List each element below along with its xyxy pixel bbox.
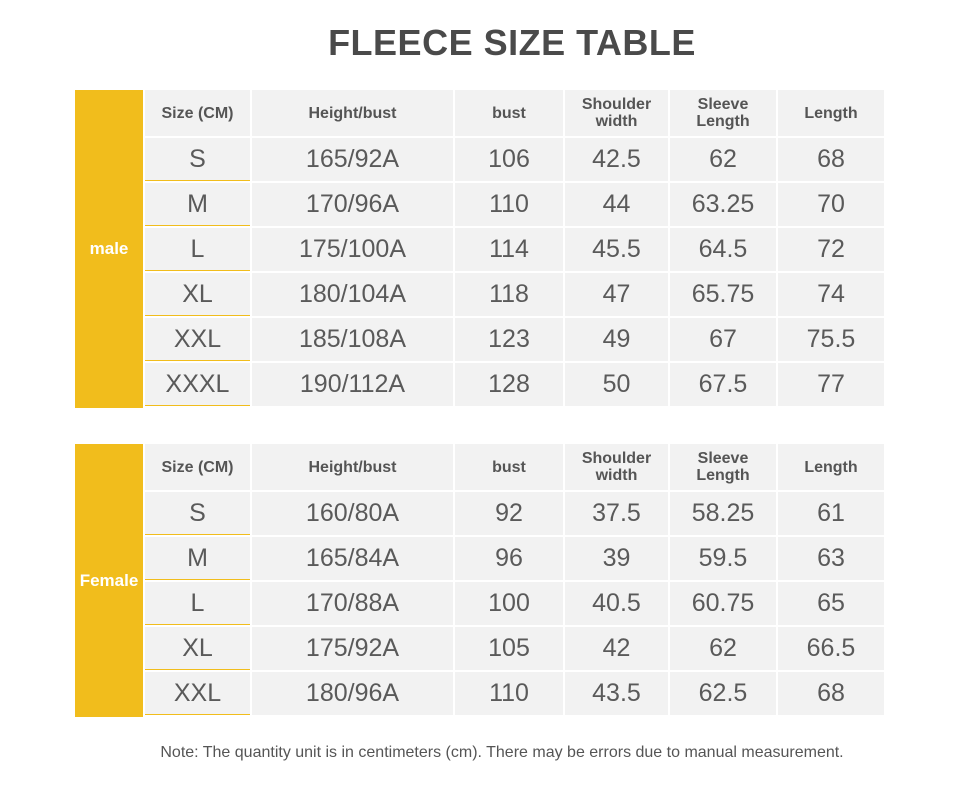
- data-cell: 67.5: [670, 363, 776, 406]
- data-cell: 72: [778, 228, 884, 271]
- header-cell: Height/bust: [252, 90, 453, 136]
- data-cell: 39: [565, 537, 668, 580]
- section-label: Female: [75, 444, 143, 717]
- data-cell: 77: [778, 363, 884, 406]
- header-cell: Size (CM): [145, 444, 250, 490]
- data-cell: 74: [778, 273, 884, 316]
- data-cell: 62: [670, 627, 776, 670]
- data-cell: 110: [455, 183, 563, 226]
- data-cell: 42: [565, 627, 668, 670]
- data-cell: 180/96A: [252, 672, 453, 715]
- data-cell: 175/92A: [252, 627, 453, 670]
- data-cell: 185/108A: [252, 318, 453, 361]
- title: FLEECE SIZE TABLE: [328, 22, 696, 63]
- data-cell: 64.5: [670, 228, 776, 271]
- data-cell: 160/80A: [252, 492, 453, 535]
- data-cell: 105: [455, 627, 563, 670]
- data-cell: 43.5: [565, 672, 668, 715]
- data-cell: 123: [455, 318, 563, 361]
- data-cell: 114: [455, 228, 563, 271]
- data-cell: 118: [455, 273, 563, 316]
- data-cell: 62: [670, 138, 776, 181]
- data-cell: 60.75: [670, 582, 776, 625]
- data-cell: 66.5: [778, 627, 884, 670]
- data-cell: 65.75: [670, 273, 776, 316]
- data-cell: 65: [778, 582, 884, 625]
- data-cell: 40.5: [565, 582, 668, 625]
- header-cell: Sleeve Length: [670, 444, 776, 490]
- data-cell: 59.5: [670, 537, 776, 580]
- data-cell: 67: [670, 318, 776, 361]
- data-cell: 165/84A: [252, 537, 453, 580]
- data-cell: 61: [778, 492, 884, 535]
- note: Note: The quantity unit is in centimeter…: [160, 744, 844, 761]
- size-cell: S: [145, 138, 250, 181]
- data-cell: 49: [565, 318, 668, 361]
- data-cell: 37.5: [565, 492, 668, 535]
- data-cell: 44: [565, 183, 668, 226]
- data-cell: 45.5: [565, 228, 668, 271]
- data-cell: 100: [455, 582, 563, 625]
- header-cell: Shoulder width: [565, 90, 668, 136]
- header-cell: Length: [778, 90, 884, 136]
- header-cell: Length: [778, 444, 884, 490]
- data-cell: 175/100A: [252, 228, 453, 271]
- data-cell: 50: [565, 363, 668, 406]
- data-cell: 170/88A: [252, 582, 453, 625]
- data-cell: 42.5: [565, 138, 668, 181]
- data-cell: 96: [455, 537, 563, 580]
- header-cell: Height/bust: [252, 444, 453, 490]
- header-cell: bust: [455, 90, 563, 136]
- size-cell: XL: [145, 273, 250, 316]
- header-cell: bust: [455, 444, 563, 490]
- data-cell: 58.25: [670, 492, 776, 535]
- size-cell: XXL: [145, 318, 250, 361]
- size-cell: XXL: [145, 672, 250, 715]
- data-cell: 68: [778, 672, 884, 715]
- size-cell: XL: [145, 627, 250, 670]
- data-cell: 165/92A: [252, 138, 453, 181]
- data-cell: 170/96A: [252, 183, 453, 226]
- size-cell: XXXL: [145, 363, 250, 406]
- data-cell: 47: [565, 273, 668, 316]
- size-cell: M: [145, 183, 250, 226]
- header-cell: Shoulder width: [565, 444, 668, 490]
- data-cell: 180/104A: [252, 273, 453, 316]
- data-cell: 190/112A: [252, 363, 453, 406]
- data-cell: 70: [778, 183, 884, 226]
- data-cell: 63.25: [670, 183, 776, 226]
- header-cell: Size (CM): [145, 90, 250, 136]
- data-cell: 75.5: [778, 318, 884, 361]
- data-cell: 128: [455, 363, 563, 406]
- data-cell: 62.5: [670, 672, 776, 715]
- data-cell: 68: [778, 138, 884, 181]
- data-cell: 92: [455, 492, 563, 535]
- section-label: male: [75, 90, 143, 408]
- size-cell: S: [145, 492, 250, 535]
- data-cell: 63: [778, 537, 884, 580]
- size-cell: M: [145, 537, 250, 580]
- size-cell: L: [145, 228, 250, 271]
- data-cell: 110: [455, 672, 563, 715]
- header-cell: Sleeve Length: [670, 90, 776, 136]
- size-cell: L: [145, 582, 250, 625]
- data-cell: 106: [455, 138, 563, 181]
